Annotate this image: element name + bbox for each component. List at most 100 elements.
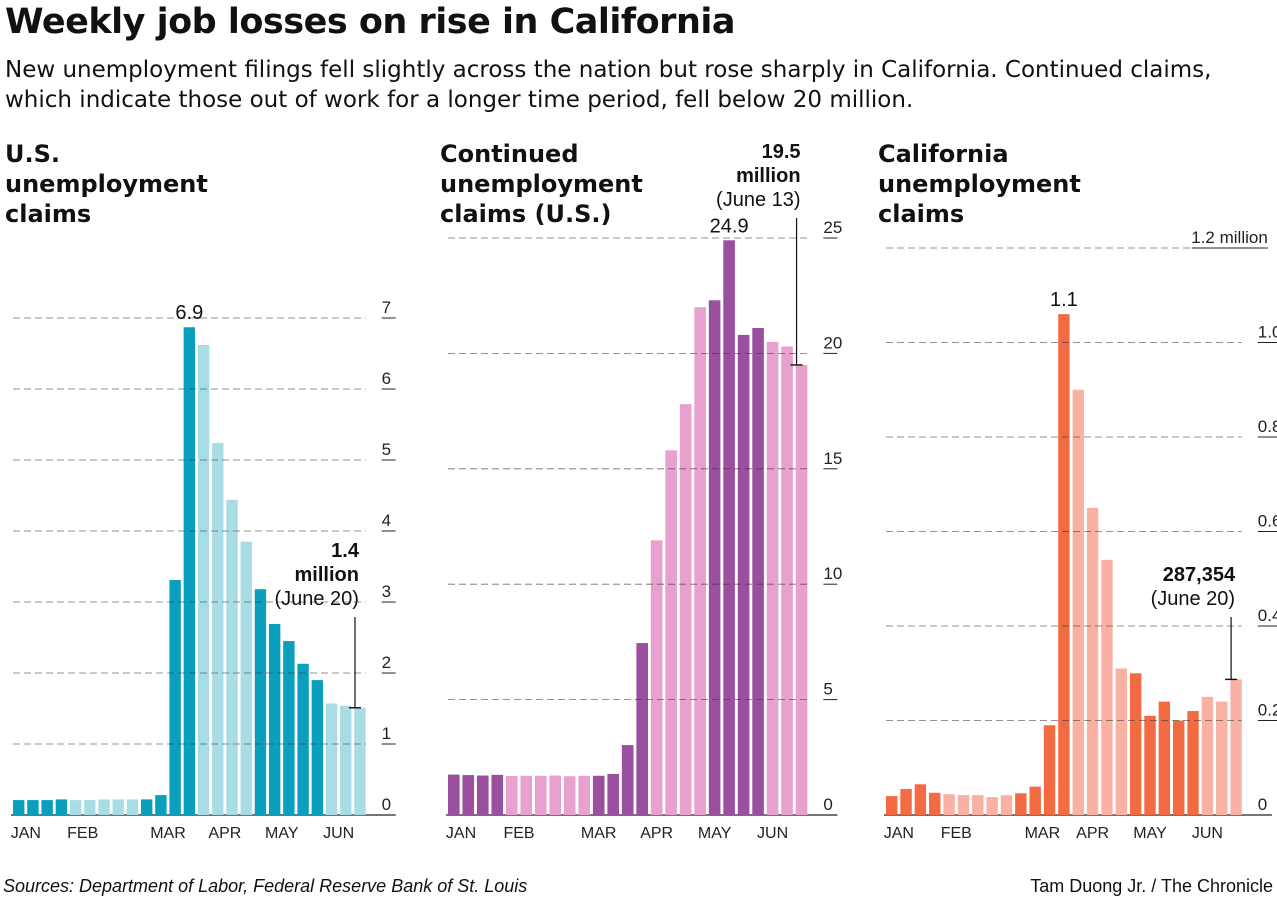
page-subtitle: New unemployment filings fell slightly a…	[5, 57, 1212, 113]
bar	[69, 800, 82, 815]
y-tick-label: 0.4	[1258, 606, 1277, 625]
bar	[448, 774, 460, 815]
peak-data-label: 6.9	[175, 302, 203, 324]
y-tick-label: 0.6	[1258, 512, 1277, 531]
x-tick-label: JUN	[323, 825, 354, 842]
x-tick-label: JUN	[1192, 825, 1223, 842]
y-tick-label: 1	[382, 724, 391, 743]
bar	[708, 300, 721, 815]
x-tick-label: JUN	[757, 825, 788, 842]
bar	[212, 442, 224, 815]
bar	[1115, 668, 1127, 815]
x-tick-label: JAN	[884, 825, 914, 842]
bar	[1144, 715, 1156, 815]
bar	[254, 589, 267, 815]
x-tick-label: JAN	[11, 825, 41, 842]
bar	[55, 799, 68, 815]
bar	[1015, 793, 1027, 815]
bar	[986, 797, 998, 815]
bar	[886, 796, 898, 815]
bar	[98, 799, 110, 815]
bar	[491, 774, 504, 815]
chart-title-line: U.S.	[5, 140, 60, 168]
bar	[505, 775, 518, 815]
x-tick-label: MAY	[1133, 825, 1167, 842]
bar	[607, 773, 619, 815]
bar	[1086, 507, 1099, 815]
bar	[578, 775, 591, 815]
chart-title-line: California	[878, 140, 1009, 168]
bar	[1072, 389, 1084, 815]
x-tick-label: MAR	[1025, 825, 1061, 842]
x-tick-label: FEB	[67, 825, 98, 842]
bar	[1173, 720, 1185, 815]
bar	[1230, 679, 1242, 815]
bar	[737, 334, 750, 815]
y-tick-label: 20	[823, 333, 842, 352]
x-tick-label: MAY	[698, 825, 732, 842]
bar	[1216, 701, 1228, 815]
credit-note: Tam Duong Jr. / The Chronicle	[1030, 876, 1273, 896]
callout-text: (June 20)	[274, 588, 359, 610]
bar	[297, 663, 309, 815]
bar	[636, 643, 648, 815]
y-tick-label: 0	[382, 795, 391, 814]
peak-data-label: 1.1	[1050, 289, 1078, 311]
callout-text: 1.4	[331, 540, 360, 562]
y-tick-label: 25	[823, 218, 842, 237]
y-tick-label: 3	[382, 582, 391, 601]
bar	[1129, 673, 1142, 815]
bar	[665, 450, 677, 815]
bar	[41, 800, 53, 815]
y-tick-label: 5	[823, 680, 832, 699]
x-tick-label: APR	[640, 825, 673, 842]
bar	[197, 344, 210, 815]
chart-title-line: Continued	[440, 140, 579, 168]
bar	[957, 795, 970, 815]
bar	[226, 499, 238, 815]
bar	[520, 775, 533, 815]
chart-title-line: unemployment	[5, 170, 208, 198]
peak-data-label: 24.9	[710, 215, 749, 237]
callout-text: 287,354	[1163, 564, 1236, 586]
callout-text: (June 13)	[716, 189, 801, 211]
bar	[1201, 696, 1214, 815]
bar	[325, 703, 338, 815]
page-title: Weekly job losses on rise in California	[5, 2, 735, 42]
y-tick-label: 7	[382, 298, 391, 317]
bar	[1158, 701, 1171, 815]
bar	[13, 800, 25, 815]
bar	[534, 775, 547, 815]
y-tick-label: 6	[382, 369, 391, 388]
callout-text: 19.5	[762, 141, 801, 163]
bar	[900, 789, 912, 815]
y-tick-label: 1.0	[1258, 323, 1277, 342]
callout-text: (June 20)	[1151, 588, 1236, 610]
bar	[354, 707, 366, 815]
bar	[752, 328, 764, 815]
callout-text: million	[736, 165, 800, 187]
y-tick-label: 1.2 million	[1191, 228, 1268, 247]
y-tick-label: 10	[823, 564, 842, 583]
bar	[155, 795, 167, 815]
chart-title-line: unemployment	[878, 170, 1081, 198]
bar	[723, 240, 735, 816]
y-tick-label: 4	[382, 511, 391, 530]
y-tick-label: 0.8	[1258, 417, 1277, 436]
x-tick-label: MAR	[581, 825, 617, 842]
bar	[1029, 786, 1041, 815]
y-tick-label: 5	[382, 440, 391, 459]
bar	[1187, 711, 1199, 815]
x-tick-label: FEB	[503, 825, 534, 842]
bar	[183, 327, 196, 815]
bar	[1058, 314, 1070, 815]
bar	[592, 775, 605, 815]
y-tick-label: 15	[823, 449, 842, 468]
bar	[283, 641, 295, 815]
y-tick-label: 0	[823, 795, 832, 814]
source-note: Sources: Department of Labor, Federal Re…	[3, 876, 528, 896]
bar	[311, 680, 324, 815]
